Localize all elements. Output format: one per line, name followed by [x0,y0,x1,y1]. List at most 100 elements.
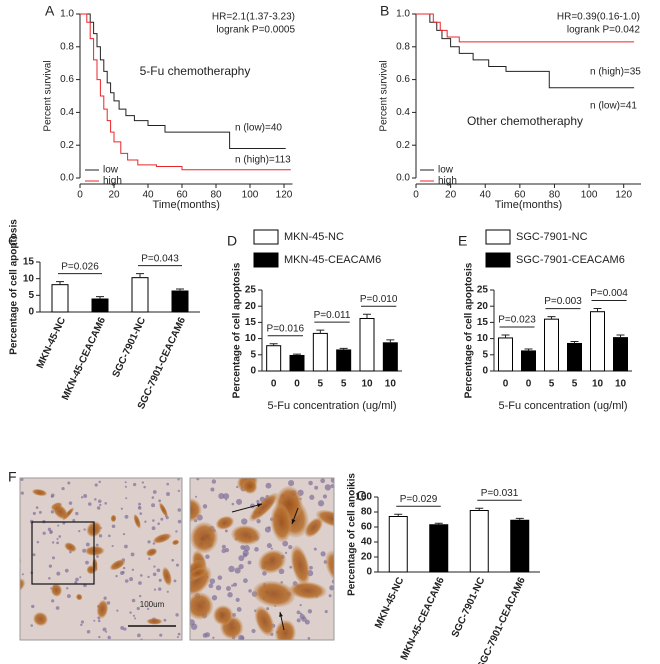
nucleus [209,578,216,584]
nucleus [95,543,99,547]
error-bar [293,353,301,356]
nucleus [151,496,155,499]
y-tick-label: 20 [361,552,373,563]
error-bar [547,316,556,320]
stained-cell [0,541,8,552]
x-tick-label: 60 [176,190,188,201]
y-tick-label: 10 [477,333,489,344]
y-axis-label: Percentage of cell anoikis [347,473,358,596]
nucleus [242,553,248,558]
panel-letter: F [8,469,17,485]
nucleus [104,502,107,505]
nucleus [125,497,128,500]
x-tick-label: 10 [615,379,627,390]
error-bar [339,347,348,350]
y-axis-label: Percentage of cell apoptosis [232,262,243,398]
x-tick-label: 120 [615,190,632,201]
nucleus [313,547,317,551]
stained-cell [146,618,163,625]
annotation: n (high)=35 [590,67,641,78]
stained-cell [109,559,126,571]
nucleus [102,627,107,632]
nucleus [136,606,140,611]
nucleus [236,607,242,612]
nucleus [195,495,198,498]
nucleus [124,544,128,549]
error-bar [394,513,403,517]
micrograph [190,478,334,640]
p-value: P=0.023 [498,315,536,326]
y-tick-label: 0 [482,366,488,377]
y-tick-label: 0.4 [60,107,74,118]
nucleus [148,557,151,560]
legend-swatch [253,252,279,268]
image-border [19,477,183,641]
error-bar [269,343,278,346]
nucleus [96,555,99,558]
nucleus [299,604,302,607]
x-tick-label: 0 [503,379,509,390]
nucleus [122,566,126,570]
bar [171,290,189,313]
x-axis-label: Time(months) [495,199,562,211]
nucleus [266,607,270,611]
x-tick-label: 40 [480,190,492,201]
annotation: 5-Fu chemotheraphy [140,64,251,78]
nucleus [80,623,83,627]
nucleus [147,540,151,544]
nucleus [234,567,241,574]
nucleus [129,611,132,614]
nucleus [314,485,319,490]
y-tick-label: 0.4 [396,107,410,118]
error-bar [616,334,625,338]
nucleus [235,597,240,602]
nucleus [175,563,179,567]
stained-cell [33,612,48,627]
legend-label: high [103,176,122,187]
nucleus [122,532,126,536]
bar [510,519,530,573]
stained-cell [152,533,172,544]
legend-label: high [438,176,457,187]
legend-label: SGC-7901-CEACAM6 [516,254,625,266]
x-tick-label: 80 [549,190,561,201]
bar [567,342,582,372]
stained-cell [20,578,26,593]
annotation: Other chemotheraphy [467,114,583,128]
error-bar [475,507,484,511]
nucleus [20,491,24,495]
nucleus [42,531,46,535]
stained-cell [304,517,323,538]
nucleus [175,530,178,533]
nucleus [215,585,222,591]
nucleus [254,547,259,552]
x-tick-label: MKN-45-NC [35,316,68,370]
nucleus [243,578,248,584]
x-tick-label: 80 [210,190,222,201]
stained-cell [325,550,334,586]
x-tick-label: 5 [572,379,578,390]
nucleus [159,633,163,637]
micrograph [0,478,182,640]
y-tick-label: 0 [250,366,256,377]
x-tick-label: 10 [592,379,604,390]
nucleus [134,617,137,620]
nucleus [156,568,161,573]
x-axis-label: 5-Fu concentration (ug/ml) [499,400,628,412]
nucleus [115,574,118,578]
nucleus [153,588,157,591]
nucleus [56,571,61,576]
nucleus [288,544,293,550]
error-bar [316,329,325,334]
legend-label: SGC-7901-NC [516,231,588,243]
p-value: P=0.043 [141,253,179,264]
nucleus [116,609,119,612]
nucleus [270,547,273,550]
nucleus [124,481,127,484]
x-tick-label: 0 [526,379,532,390]
bar [388,516,408,573]
nucleus [108,534,111,538]
nucleus [301,616,307,622]
nucleus [132,482,137,487]
error-bar [434,522,443,525]
